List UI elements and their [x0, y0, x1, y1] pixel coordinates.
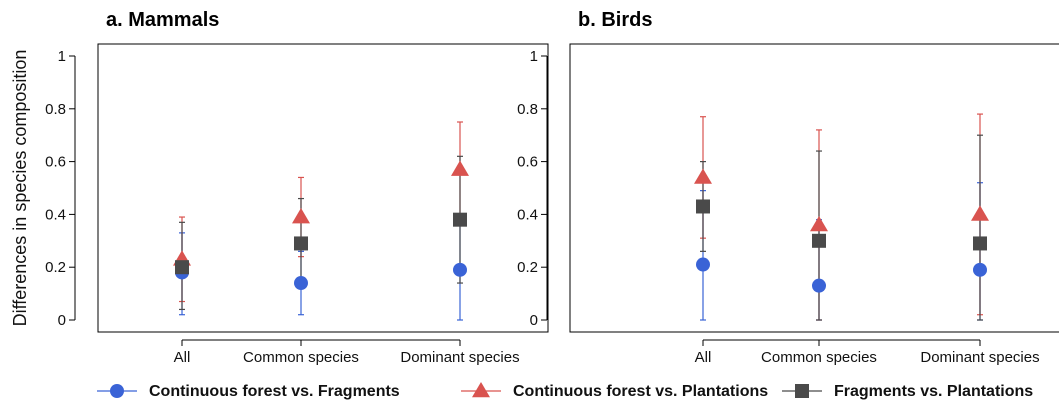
- data-point: [973, 262, 987, 277]
- y-tick-label: 0.2: [517, 259, 538, 276]
- y-tick-label: 0: [58, 312, 66, 329]
- y-tick-label: 0.4: [517, 206, 538, 223]
- series-1: [179, 219, 463, 321]
- data-point: [453, 212, 467, 227]
- x-tick-label: All: [695, 349, 712, 366]
- y-tick-label: 0.8: [517, 101, 538, 118]
- y-tick-label: 1: [530, 48, 538, 65]
- series-1-points: [175, 262, 467, 291]
- y-tick-label: 0.6: [45, 154, 66, 171]
- legend-label: Continuous forest vs. Fragments: [149, 383, 400, 400]
- data-point: [973, 236, 987, 251]
- data-point: [812, 278, 826, 293]
- data-point: [696, 257, 710, 272]
- panel-title: b. Birds: [578, 9, 652, 31]
- x-tick-label: Dominant species: [920, 349, 1039, 366]
- plot-frame: [97, 43, 549, 333]
- y-tick-label: 0: [530, 312, 538, 329]
- data-point: [294, 236, 308, 251]
- data-point: [451, 160, 469, 176]
- panel-mammals: a. Mammals 0 0.2 0.4 0.6 0.8 1 All Common specie…: [45, 9, 549, 366]
- data-point: [812, 233, 826, 248]
- legend-marker: [795, 384, 809, 398]
- series-2-points: [694, 168, 989, 232]
- data-point: [971, 205, 989, 221]
- series-3: [700, 134, 983, 321]
- legend-label: Fragments vs. Plantations: [834, 383, 1033, 400]
- y-tick-label: 0.8: [45, 101, 66, 118]
- x-tick-label: Common species: [761, 349, 877, 366]
- data-point: [292, 208, 310, 224]
- data-point: [294, 276, 308, 291]
- x-tick-label: Common species: [243, 349, 359, 366]
- series-2: [179, 121, 463, 303]
- series-3: [179, 155, 463, 311]
- data-point: [810, 215, 828, 232]
- legend-label: Continuous forest vs. Plantations: [513, 383, 768, 400]
- legend: Continuous forest vs. Fragments Continuou…: [97, 382, 1033, 400]
- legend-item: Continuous forest vs. Plantations: [461, 382, 768, 400]
- plot-frame: [569, 43, 1059, 333]
- y-axis-label: Differences in species composition: [10, 50, 30, 327]
- data-point: [694, 168, 712, 184]
- data-point: [696, 199, 710, 214]
- y-tick-label: 1: [58, 48, 66, 65]
- series-1: [700, 182, 983, 321]
- y-tick-label: 0.2: [45, 259, 66, 276]
- y-tick-label: 0.6: [517, 154, 538, 171]
- series-3-points: [175, 212, 467, 275]
- legend-item: Fragments vs. Plantations: [782, 383, 1033, 400]
- x-tick-label: All: [174, 349, 191, 366]
- panel-title: a. Mammals: [106, 9, 219, 31]
- series-1-points: [696, 257, 987, 293]
- data-point: [453, 262, 467, 277]
- data-point: [175, 260, 189, 275]
- legend-marker: [472, 382, 490, 398]
- legend-item: Continuous forest vs. Fragments: [97, 383, 400, 400]
- chart-panels: a. Mammals 0 0.2 0.4 0.6 0.8 1 All Common specie…: [45, 9, 1059, 366]
- x-tick-label: Dominant species: [400, 349, 519, 366]
- series-2: [700, 113, 983, 321]
- panel-birds: b. Birds 0 0.2 0.4 0.6 0.8 1 All Common species D…: [517, 9, 1059, 366]
- series-3-points: [696, 199, 987, 251]
- series-2-points: [173, 160, 469, 266]
- legend-marker: [110, 384, 124, 398]
- y-tick-label: 0.4: [45, 206, 66, 223]
